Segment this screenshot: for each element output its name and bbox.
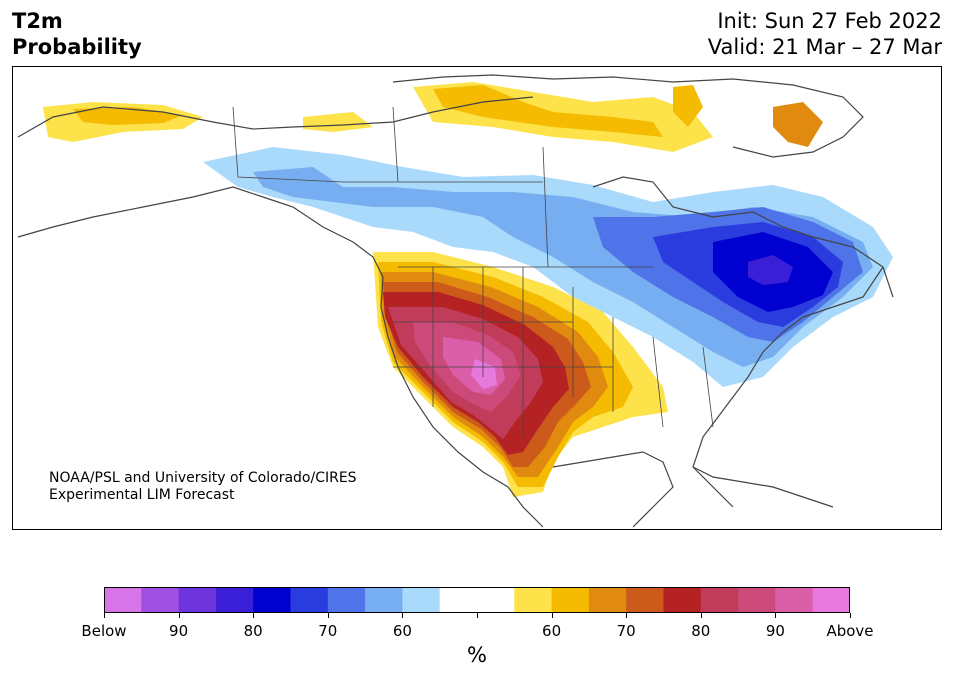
forecast-dates: Init: Sun 27 Feb 2022 Valid: 21 Mar – 27… [708,8,942,60]
warm-greenland [773,102,823,147]
colorbar-tick [850,613,851,618]
colorbar-unit: % [467,643,487,667]
colorbar-cell [700,587,739,613]
variable-label: T2m [12,9,63,33]
colorbar-tick-label: Above [826,622,874,640]
warm-arctic-mid [303,112,373,132]
warm-zone-above [471,359,497,389]
colorbar-tick-label: 80 [691,622,711,640]
colorbar-cell [588,587,627,613]
colorbar-tick-label: 80 [243,622,263,640]
credit-note: NOAA/PSL and University of Colorado/CIRE… [49,470,357,504]
colorbar-cell [253,587,291,613]
colorbar-cell [663,587,702,613]
valid-range: Valid: 21 Mar – 27 Mar [707,35,942,59]
credit-line-2: Experimental LIM Forecast [49,487,235,503]
colorbar-tick [253,613,255,618]
colorbar-tick-label: 90 [169,622,189,640]
state-borders [232,106,714,437]
map-canvas [17,74,894,528]
chart-title: T2m Probability [12,8,142,60]
init-date: Init: Sun 27 Feb 2022 [717,9,942,33]
colorbar-cell [178,587,217,613]
colorbar-cell [327,587,366,613]
colorbar-tick [327,613,329,618]
colorbar-tick-label: 70 [616,622,636,640]
colorbar-tick [178,613,180,618]
colorbar-cell [141,587,180,613]
colorbar-tick [626,613,628,618]
colorbar-tick [477,613,478,618]
colorbar-tick-label: Below [81,622,127,640]
cold-zone-90 [748,255,793,285]
colorbar-frame [104,587,850,613]
colorbar-cell [812,587,850,613]
colorbar-tick-label: 90 [765,622,785,640]
warm-arctic-east-65 [433,85,663,137]
colorbar-cell [104,587,142,613]
colorbar [104,587,850,613]
colorbar-cell [290,587,329,613]
colorbar-tick-label: 60 [392,622,412,640]
colorbar-tick [775,613,777,618]
product-label: Probability [12,35,142,59]
colorbar-tick-label: 70 [318,622,338,640]
colorbar-tick [700,613,702,618]
colorbar-cell [514,587,553,613]
warm-greenland-2 [673,85,703,127]
colorbar-cell [402,587,441,613]
colorbar-cell [551,587,590,613]
credit-line-1: NOAA/PSL and University of Colorado/CIRE… [49,470,357,486]
colorbar-tick [551,613,553,618]
colorbar-tick [104,613,105,618]
colorbar-cell [477,587,515,613]
coastlines [17,74,894,528]
forecast-map [12,66,942,530]
colorbar-cell [439,587,478,613]
colorbar-cell [626,587,664,613]
colorbar-cell [775,587,814,613]
colorbar-tick-label: 60 [542,622,562,640]
colorbar-cell [215,587,254,613]
colorbar-cell [738,587,776,613]
colorbar-cell [365,587,403,613]
colorbar-tick [402,613,404,618]
